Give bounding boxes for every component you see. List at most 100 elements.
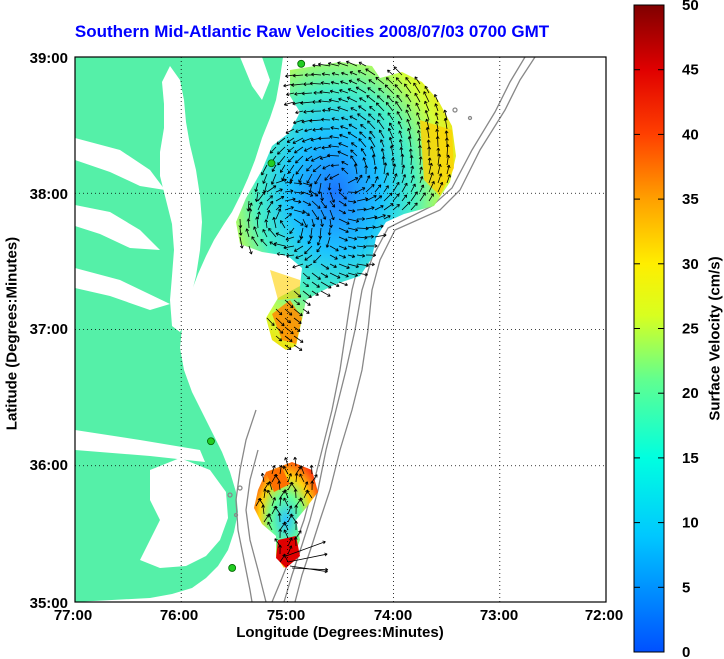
velocity-arrow [274,538,281,547]
velocity-arrow [428,193,434,202]
velocity-arrow [293,199,302,204]
velocity-arrow [356,244,367,249]
velocity-arrow [310,155,322,162]
velocity-arrow [400,153,405,166]
x-tick-label: 75:00 [267,607,305,624]
velocity-arrow [287,164,295,174]
bathymetry-contours [227,57,536,602]
velocity-arrow [374,233,387,238]
velocity-arrow [283,245,295,250]
velocity-arrow [293,290,302,298]
velocity-arrow [284,197,296,202]
velocity-arrow [287,545,293,555]
velocity-arrow [426,139,431,148]
velocity-arrow [279,464,283,475]
velocity-arrow [378,87,385,94]
velocity-arrow [329,272,341,279]
velocity-arrow [407,136,412,148]
velocity-arrow [280,164,286,173]
velocity-arrow [293,299,301,306]
velocity-arrow [329,281,340,288]
velocity-arrow [337,150,349,157]
velocity-arrow [428,172,434,184]
velocity-arrow [301,137,313,143]
velocity-arrow [347,254,356,259]
velocity-arrow [338,200,347,207]
velocity-arrow [287,155,295,163]
velocity-arrow [303,481,309,491]
x-tick-label: 72:00 [585,607,623,624]
velocity-arrow [356,207,367,212]
velocity-arrow [374,176,379,184]
velocity-arrow [392,203,400,211]
radar-stations [207,59,306,572]
velocity-arrow [419,176,424,184]
velocity-arrow [330,163,340,168]
velocity-arrow [385,101,394,112]
velocity-arrow [401,174,407,184]
velocity-arrow [340,80,349,85]
velocity-arrow [374,184,382,193]
velocity-arrow [391,157,395,166]
velocity-arrow [413,82,421,94]
velocity-arrow [289,227,295,234]
velocity-arrow [338,209,347,215]
velocity-arrow [365,244,378,248]
velocity-arrow [356,187,366,193]
velocity-arrow [388,136,394,148]
velocity-arrow [291,83,304,87]
velocity-arrow [308,182,313,194]
chesapeake-bay [160,66,202,332]
velocity-arrow [443,109,448,121]
velocity-arrow [298,173,304,183]
velocity-arrow [292,73,304,78]
velocity-arrow [437,163,442,175]
velocity-arrow [317,62,331,67]
velocity-arrow [295,128,304,133]
velocity-arrow [294,520,298,531]
velocity-arrow [410,175,415,184]
velocity-arrow [331,72,340,76]
y-tick-label: 35:00 [30,595,68,612]
velocity-arrow [278,544,282,555]
velocity-arrow [254,182,259,193]
velocity-arrow [245,228,250,238]
velocity-arrow [338,227,349,234]
x-tick-label: 76:00 [160,607,198,624]
velocity-arrow [353,163,358,175]
colorbar-tick-label: 15 [682,450,699,467]
velocity-arrow [313,146,322,151]
velocity-arrow [356,235,368,240]
velocity-arrow [350,142,358,148]
velocity-arrow [277,146,286,155]
velocity-arrow [266,195,274,202]
velocity-arrow [320,218,324,227]
velocity-arrow [306,490,313,499]
velocity-arrow [316,236,322,246]
velocity-arrow [305,155,313,162]
velocity-arrow [428,162,433,175]
x-tick-label: 77:00 [54,607,92,624]
velocity-arrow [271,465,276,475]
velocity-arrow [292,137,304,144]
velocity-arrow [309,118,322,123]
velocity-arrow [327,227,332,236]
velocity-arrow [357,70,367,76]
velocity-arrow [316,245,322,253]
velocity-arrow [341,167,349,175]
velocity-arrow [321,145,331,150]
velocity-arrow [368,113,376,121]
velocity-arrow [320,272,329,278]
velocity-arrow [383,162,388,175]
velocity-arrow [356,253,366,258]
velocity-arrow [293,456,298,467]
velocity-arrow [320,117,331,122]
velocity-arrow [287,537,293,547]
colorbar-tick-label: 10 [682,515,699,532]
velocity-arrow [341,116,349,121]
velocity-arrow [294,146,304,154]
velocity-arrow [328,144,340,148]
velocity-arrow [299,227,304,239]
velocity-arrow [320,263,330,270]
velocity-arrow [410,202,418,211]
